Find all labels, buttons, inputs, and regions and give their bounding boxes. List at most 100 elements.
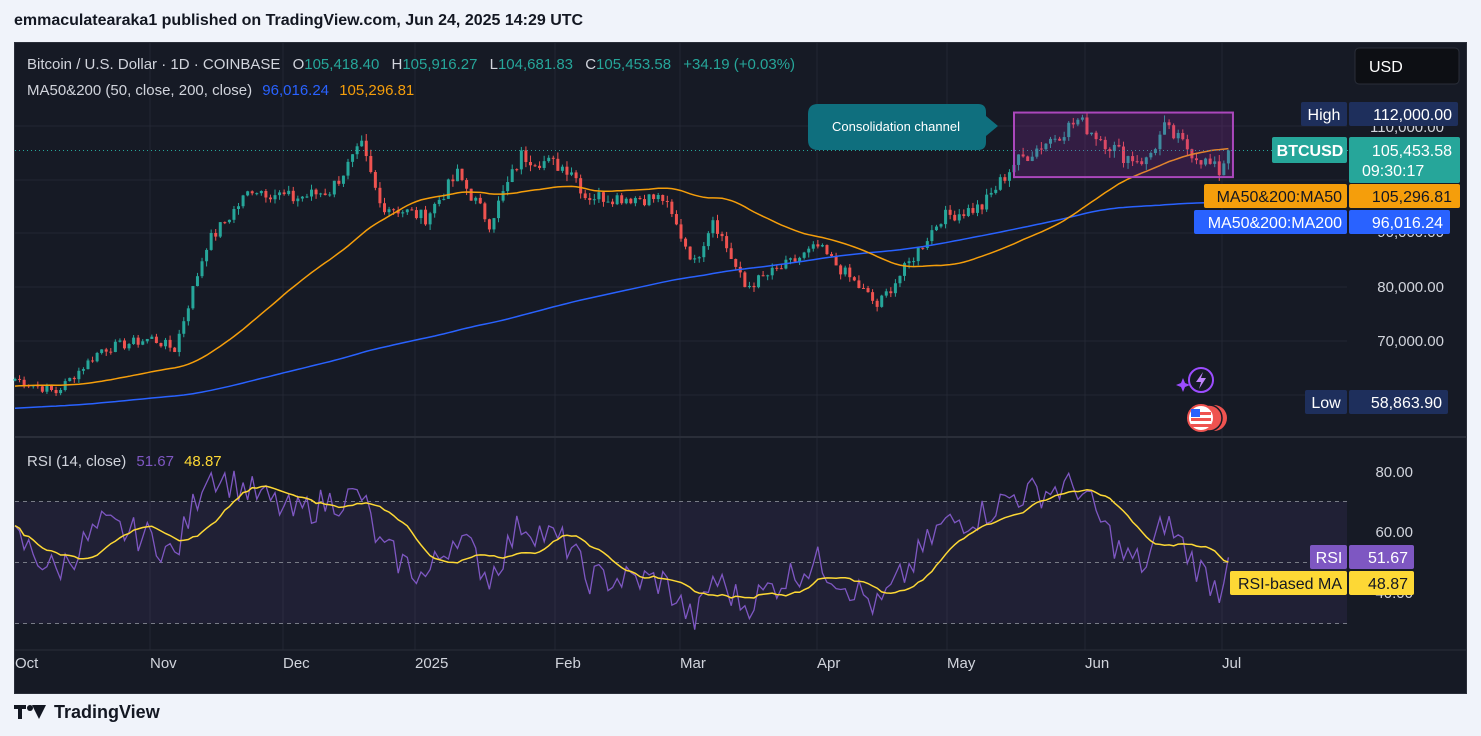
price-legend[interactable]: Bitcoin / U.S. Dollar · 1D · COINBASE O1… <box>27 56 795 73</box>
candle-body <box>346 161 350 176</box>
candle-body <box>994 189 998 193</box>
btcusd-tag: BTCUSD 105,453.58 09:30:17 <box>1272 137 1460 183</box>
candle-body <box>1144 157 1148 165</box>
candle-body <box>957 214 961 221</box>
candle-body <box>300 196 304 199</box>
candle-body <box>1017 154 1021 165</box>
consolidation-channel-box[interactable] <box>1013 111 1234 179</box>
candle-body <box>474 197 478 201</box>
high-tag-value: 112,000.00 <box>1373 107 1452 124</box>
candle-body <box>688 246 692 260</box>
candle-body <box>729 248 733 260</box>
time-axis[interactable]: Oct Nov Dec 2025 Feb Mar Apr May Jun Jul <box>15 655 1241 672</box>
candle-body <box>1194 158 1198 161</box>
candle-body <box>323 193 327 196</box>
candle-body <box>305 196 309 198</box>
candle-body <box>455 168 459 182</box>
candle-body <box>182 321 186 334</box>
time-axis-label: Jul <box>1222 655 1241 672</box>
callout-text: Consolidation channel <box>832 119 960 134</box>
candle-body <box>811 244 815 249</box>
candle-body <box>647 194 651 206</box>
time-axis-label: Jun <box>1085 655 1109 672</box>
candle-body <box>1131 156 1135 162</box>
candle-body <box>907 261 911 264</box>
btcusd-tag-price: 105,453.58 <box>1372 143 1452 160</box>
footer-brand[interactable]: TradingView <box>54 701 160 722</box>
time-axis-label: 2025 <box>415 655 448 672</box>
candle-body <box>437 199 441 204</box>
candle-body <box>1181 133 1185 140</box>
us-flag-events-icon[interactable] <box>1187 404 1227 432</box>
candle-body <box>834 256 838 266</box>
candle-body <box>779 268 783 270</box>
candle-body <box>1053 138 1057 140</box>
candle-body <box>59 389 63 394</box>
candle-body <box>410 209 414 211</box>
candle-body <box>934 226 938 231</box>
ma-legend[interactable]: MA50&200 (50, close, 200, close) 96,016.… <box>27 82 414 99</box>
time-axis-label: Apr <box>817 655 840 672</box>
candle-body <box>205 249 209 262</box>
lightning-icon[interactable] <box>1176 367 1214 393</box>
candle-body <box>684 238 688 247</box>
candle-body <box>100 349 104 353</box>
candle-body <box>1208 158 1212 164</box>
candle-body <box>533 165 537 167</box>
candle-body <box>1108 149 1112 152</box>
publisher-line: emmaculatearaka1 published on TradingVie… <box>14 12 584 29</box>
candle-body <box>127 343 131 349</box>
candle-body <box>1035 148 1039 157</box>
ma50-tag-label: MA50&200:MA50 <box>1217 189 1343 206</box>
candle-body <box>227 219 231 223</box>
candle-body <box>1030 156 1034 161</box>
candle-body <box>570 172 574 175</box>
low-tag-label: Low <box>1311 395 1341 412</box>
candle-body <box>861 287 865 289</box>
candle-body <box>629 198 633 204</box>
candle-body <box>122 340 126 349</box>
tradingview-logo-icon[interactable] <box>14 703 46 721</box>
time-axis-label: Mar <box>680 655 706 672</box>
candle-body <box>1058 138 1062 141</box>
candle-body <box>173 347 177 353</box>
candle-body <box>524 150 528 163</box>
candle-body <box>930 230 934 242</box>
candle-body <box>989 192 993 195</box>
symbol-title: Bitcoin / U.S. Dollar · 1D · COINBASE <box>27 56 280 73</box>
currency-button[interactable]: USD <box>1354 47 1460 85</box>
candle-body <box>1135 161 1139 163</box>
candle-body <box>903 263 907 276</box>
candle-body <box>556 158 560 171</box>
candle-body <box>1103 139 1107 150</box>
consolidation-callout[interactable]: Consolidation channel <box>808 104 998 150</box>
candle-body <box>693 258 697 260</box>
rsi-tag-value: 51.67 <box>1368 550 1408 567</box>
candle-body <box>86 360 90 370</box>
candle-body <box>328 194 332 196</box>
rsi-axis-label: 80.00 <box>1375 464 1413 481</box>
candle-body <box>1217 161 1221 176</box>
candle-body <box>1062 137 1066 141</box>
low-tag-value: 58,863.90 <box>1371 395 1442 412</box>
candle-body <box>1003 177 1007 181</box>
rsi-legend[interactable]: RSI (14, close) 51.67 48.87 <box>27 453 222 470</box>
low-tag: Low 58,863.90 <box>1305 390 1448 414</box>
candle-body <box>898 275 902 284</box>
candle-body <box>871 292 875 301</box>
candle-body <box>145 338 149 342</box>
candle-body <box>191 286 195 309</box>
candle-body <box>884 291 888 296</box>
candle-body <box>1085 117 1089 135</box>
candle-body <box>337 180 341 184</box>
candle-body <box>487 219 491 230</box>
candle-body <box>497 200 501 219</box>
rsi-tag: RSI 51.67 <box>1310 545 1414 569</box>
candle-body <box>519 150 523 170</box>
candle-body <box>798 257 802 262</box>
candle-body <box>237 206 241 210</box>
candle-body <box>601 192 605 202</box>
candle-body <box>706 233 710 247</box>
candle-body <box>232 209 236 220</box>
